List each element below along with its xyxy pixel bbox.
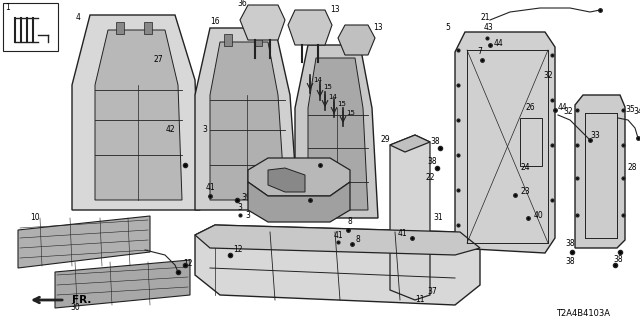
Polygon shape: [195, 225, 480, 255]
Polygon shape: [248, 182, 350, 222]
Text: 18: 18: [293, 173, 303, 182]
Polygon shape: [95, 30, 182, 200]
Text: 41: 41: [333, 230, 343, 239]
Text: 11: 11: [415, 295, 425, 305]
Text: 2: 2: [346, 233, 350, 242]
Polygon shape: [288, 10, 332, 45]
Text: 44: 44: [493, 38, 503, 47]
Polygon shape: [195, 28, 298, 210]
Polygon shape: [210, 42, 285, 200]
Text: 38: 38: [613, 255, 623, 265]
Bar: [254, 34, 262, 46]
Bar: [224, 34, 232, 46]
Text: 3: 3: [237, 204, 243, 212]
Polygon shape: [248, 158, 350, 196]
Text: 43: 43: [483, 23, 493, 33]
Text: 6: 6: [323, 173, 328, 182]
Polygon shape: [18, 216, 150, 268]
Polygon shape: [195, 225, 480, 305]
Text: 21: 21: [480, 13, 490, 22]
Polygon shape: [268, 168, 305, 192]
Text: 31: 31: [433, 213, 443, 222]
Polygon shape: [390, 135, 430, 152]
Text: 38: 38: [430, 138, 440, 147]
Polygon shape: [575, 95, 625, 248]
Polygon shape: [72, 15, 200, 210]
Polygon shape: [455, 32, 555, 253]
Text: 14: 14: [328, 94, 337, 100]
Text: 39: 39: [241, 194, 251, 203]
Text: 37: 37: [427, 287, 437, 297]
Text: 44: 44: [558, 103, 568, 113]
Text: 16: 16: [210, 18, 220, 27]
Text: 10: 10: [30, 213, 40, 222]
Text: 4: 4: [76, 13, 81, 22]
Polygon shape: [240, 5, 285, 40]
Text: 41: 41: [205, 183, 215, 193]
Polygon shape: [338, 25, 375, 55]
Text: 28: 28: [627, 164, 637, 172]
Text: 13: 13: [330, 5, 340, 14]
Text: 12: 12: [183, 260, 193, 268]
Text: FR.: FR.: [72, 295, 92, 305]
Text: 32: 32: [543, 70, 553, 79]
Text: 3: 3: [246, 211, 250, 220]
Text: 24: 24: [520, 164, 530, 172]
Text: 36: 36: [237, 0, 247, 7]
Text: 8: 8: [348, 218, 353, 227]
Text: 27: 27: [153, 55, 163, 65]
Text: 15: 15: [324, 84, 332, 90]
Polygon shape: [390, 135, 430, 300]
Text: 26: 26: [525, 103, 535, 113]
Text: 8: 8: [356, 236, 360, 244]
Text: 41: 41: [397, 228, 407, 237]
Text: 15: 15: [337, 101, 346, 107]
Polygon shape: [308, 58, 368, 210]
Text: 30: 30: [70, 303, 80, 313]
Polygon shape: [295, 45, 378, 218]
Text: 22: 22: [425, 173, 435, 182]
Text: 15: 15: [347, 110, 355, 116]
Text: 23: 23: [520, 188, 530, 196]
Text: 5: 5: [445, 23, 451, 33]
Text: 1: 1: [6, 4, 10, 12]
Text: 33: 33: [590, 131, 600, 140]
Text: T2A4B4103A: T2A4B4103A: [556, 309, 610, 318]
Text: 19: 19: [270, 171, 280, 180]
Text: 38: 38: [565, 258, 575, 267]
Text: 3: 3: [203, 125, 207, 134]
Text: 40: 40: [533, 211, 543, 220]
Text: 13: 13: [373, 23, 383, 33]
Text: 12: 12: [233, 245, 243, 254]
Text: 7: 7: [477, 47, 483, 57]
Text: 20: 20: [293, 161, 303, 170]
Text: 17: 17: [330, 205, 340, 214]
Text: 29: 29: [380, 135, 390, 145]
Text: 42: 42: [165, 125, 175, 134]
Bar: [3, 3, 58, 51]
Text: 14: 14: [314, 77, 323, 83]
Text: 38: 38: [427, 157, 437, 166]
Bar: [116, 22, 124, 34]
Text: 35: 35: [625, 106, 635, 115]
Bar: [520, 118, 542, 166]
Text: 34: 34: [633, 108, 640, 116]
Polygon shape: [55, 260, 190, 308]
Text: 38: 38: [565, 238, 575, 247]
Text: 32: 32: [563, 108, 573, 116]
Bar: [144, 22, 152, 34]
